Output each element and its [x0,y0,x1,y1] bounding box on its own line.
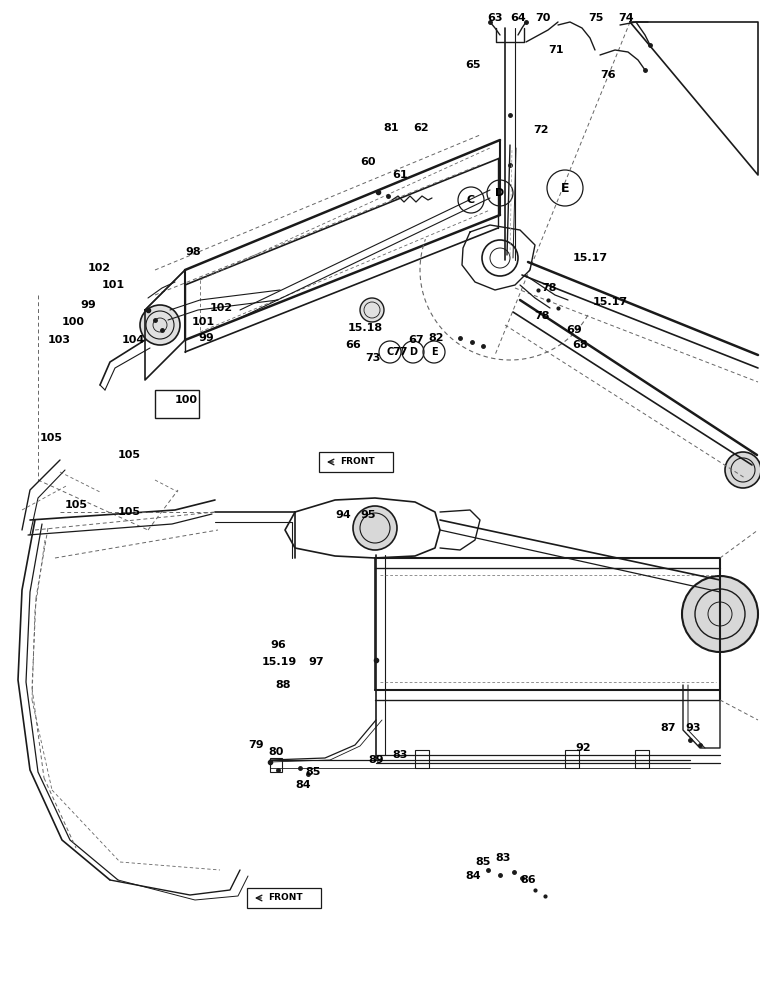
Text: 87: 87 [660,723,676,733]
Text: 97: 97 [308,657,324,667]
Text: 83: 83 [392,750,407,760]
Bar [635,750,649,768]
Text: 62: 62 [413,123,429,133]
Text: 85: 85 [305,767,321,777]
Text: 64: 64 [510,13,526,23]
Text: 100: 100 [175,395,198,405]
Text: 104: 104 [122,335,145,345]
Text: 105: 105 [40,433,63,443]
Text: 86: 86 [520,875,536,885]
Text: 15.18: 15.18 [348,323,383,333]
Text: 63: 63 [487,13,502,23]
Text: 82: 82 [428,333,444,343]
Text: 70: 70 [535,13,550,23]
Text: 105: 105 [118,450,141,460]
Text: 84: 84 [295,780,311,790]
Text: 15.17: 15.17 [593,297,628,307]
Text: E: E [561,182,569,194]
Circle shape [725,452,760,488]
Text: 92: 92 [575,743,591,753]
Text: 71: 71 [548,45,563,55]
Text: 78: 78 [534,311,549,321]
Text: 89: 89 [368,755,384,765]
Circle shape [682,576,758,652]
Bar [270,758,282,772]
Text: 77: 77 [392,347,407,357]
Text: D: D [496,188,505,198]
Text: 99: 99 [198,333,214,343]
Text: FRONT: FRONT [340,458,375,466]
Bar [155,390,199,418]
Bar [565,750,579,768]
Text: 102: 102 [210,303,233,313]
Text: 78: 78 [541,283,556,293]
Text: 69: 69 [566,325,581,335]
Text: 65: 65 [465,60,480,70]
Text: 81: 81 [383,123,398,133]
Text: 84: 84 [465,871,480,881]
Text: 15.19: 15.19 [262,657,297,667]
Text: C: C [467,195,475,205]
Text: 85: 85 [475,857,490,867]
Text: 105: 105 [118,507,141,517]
Text: 94: 94 [335,510,351,520]
Text: 103: 103 [48,335,71,345]
Text: 61: 61 [392,170,407,180]
Text: 101: 101 [102,280,125,290]
Text: 98: 98 [185,247,201,257]
Text: 105: 105 [65,500,88,510]
Text: 95: 95 [360,510,375,520]
Text: 66: 66 [345,340,361,350]
Circle shape [353,506,397,550]
Text: 68: 68 [572,340,587,350]
Circle shape [360,298,384,322]
Text: 102: 102 [88,263,111,273]
Text: C: C [386,347,394,357]
Text: 76: 76 [600,70,616,80]
Text: 80: 80 [268,747,283,757]
Text: 60: 60 [360,157,375,167]
Text: FRONT: FRONT [268,894,302,902]
Text: D: D [409,347,417,357]
Text: 67: 67 [408,335,423,345]
Text: 15.17: 15.17 [573,253,608,263]
Circle shape [140,305,180,345]
Text: 75: 75 [588,13,603,23]
Text: 74: 74 [618,13,634,23]
Text: 100: 100 [62,317,85,327]
Text: 73: 73 [365,353,380,363]
Text: 96: 96 [270,640,286,650]
Text: 99: 99 [80,300,96,310]
Text: 88: 88 [275,680,290,690]
Text: 83: 83 [495,853,511,863]
Text: 79: 79 [248,740,264,750]
Text: 72: 72 [533,125,549,135]
Text: 93: 93 [685,723,701,733]
Bar [415,750,429,768]
Text: E: E [431,347,437,357]
Text: 101: 101 [192,317,215,327]
